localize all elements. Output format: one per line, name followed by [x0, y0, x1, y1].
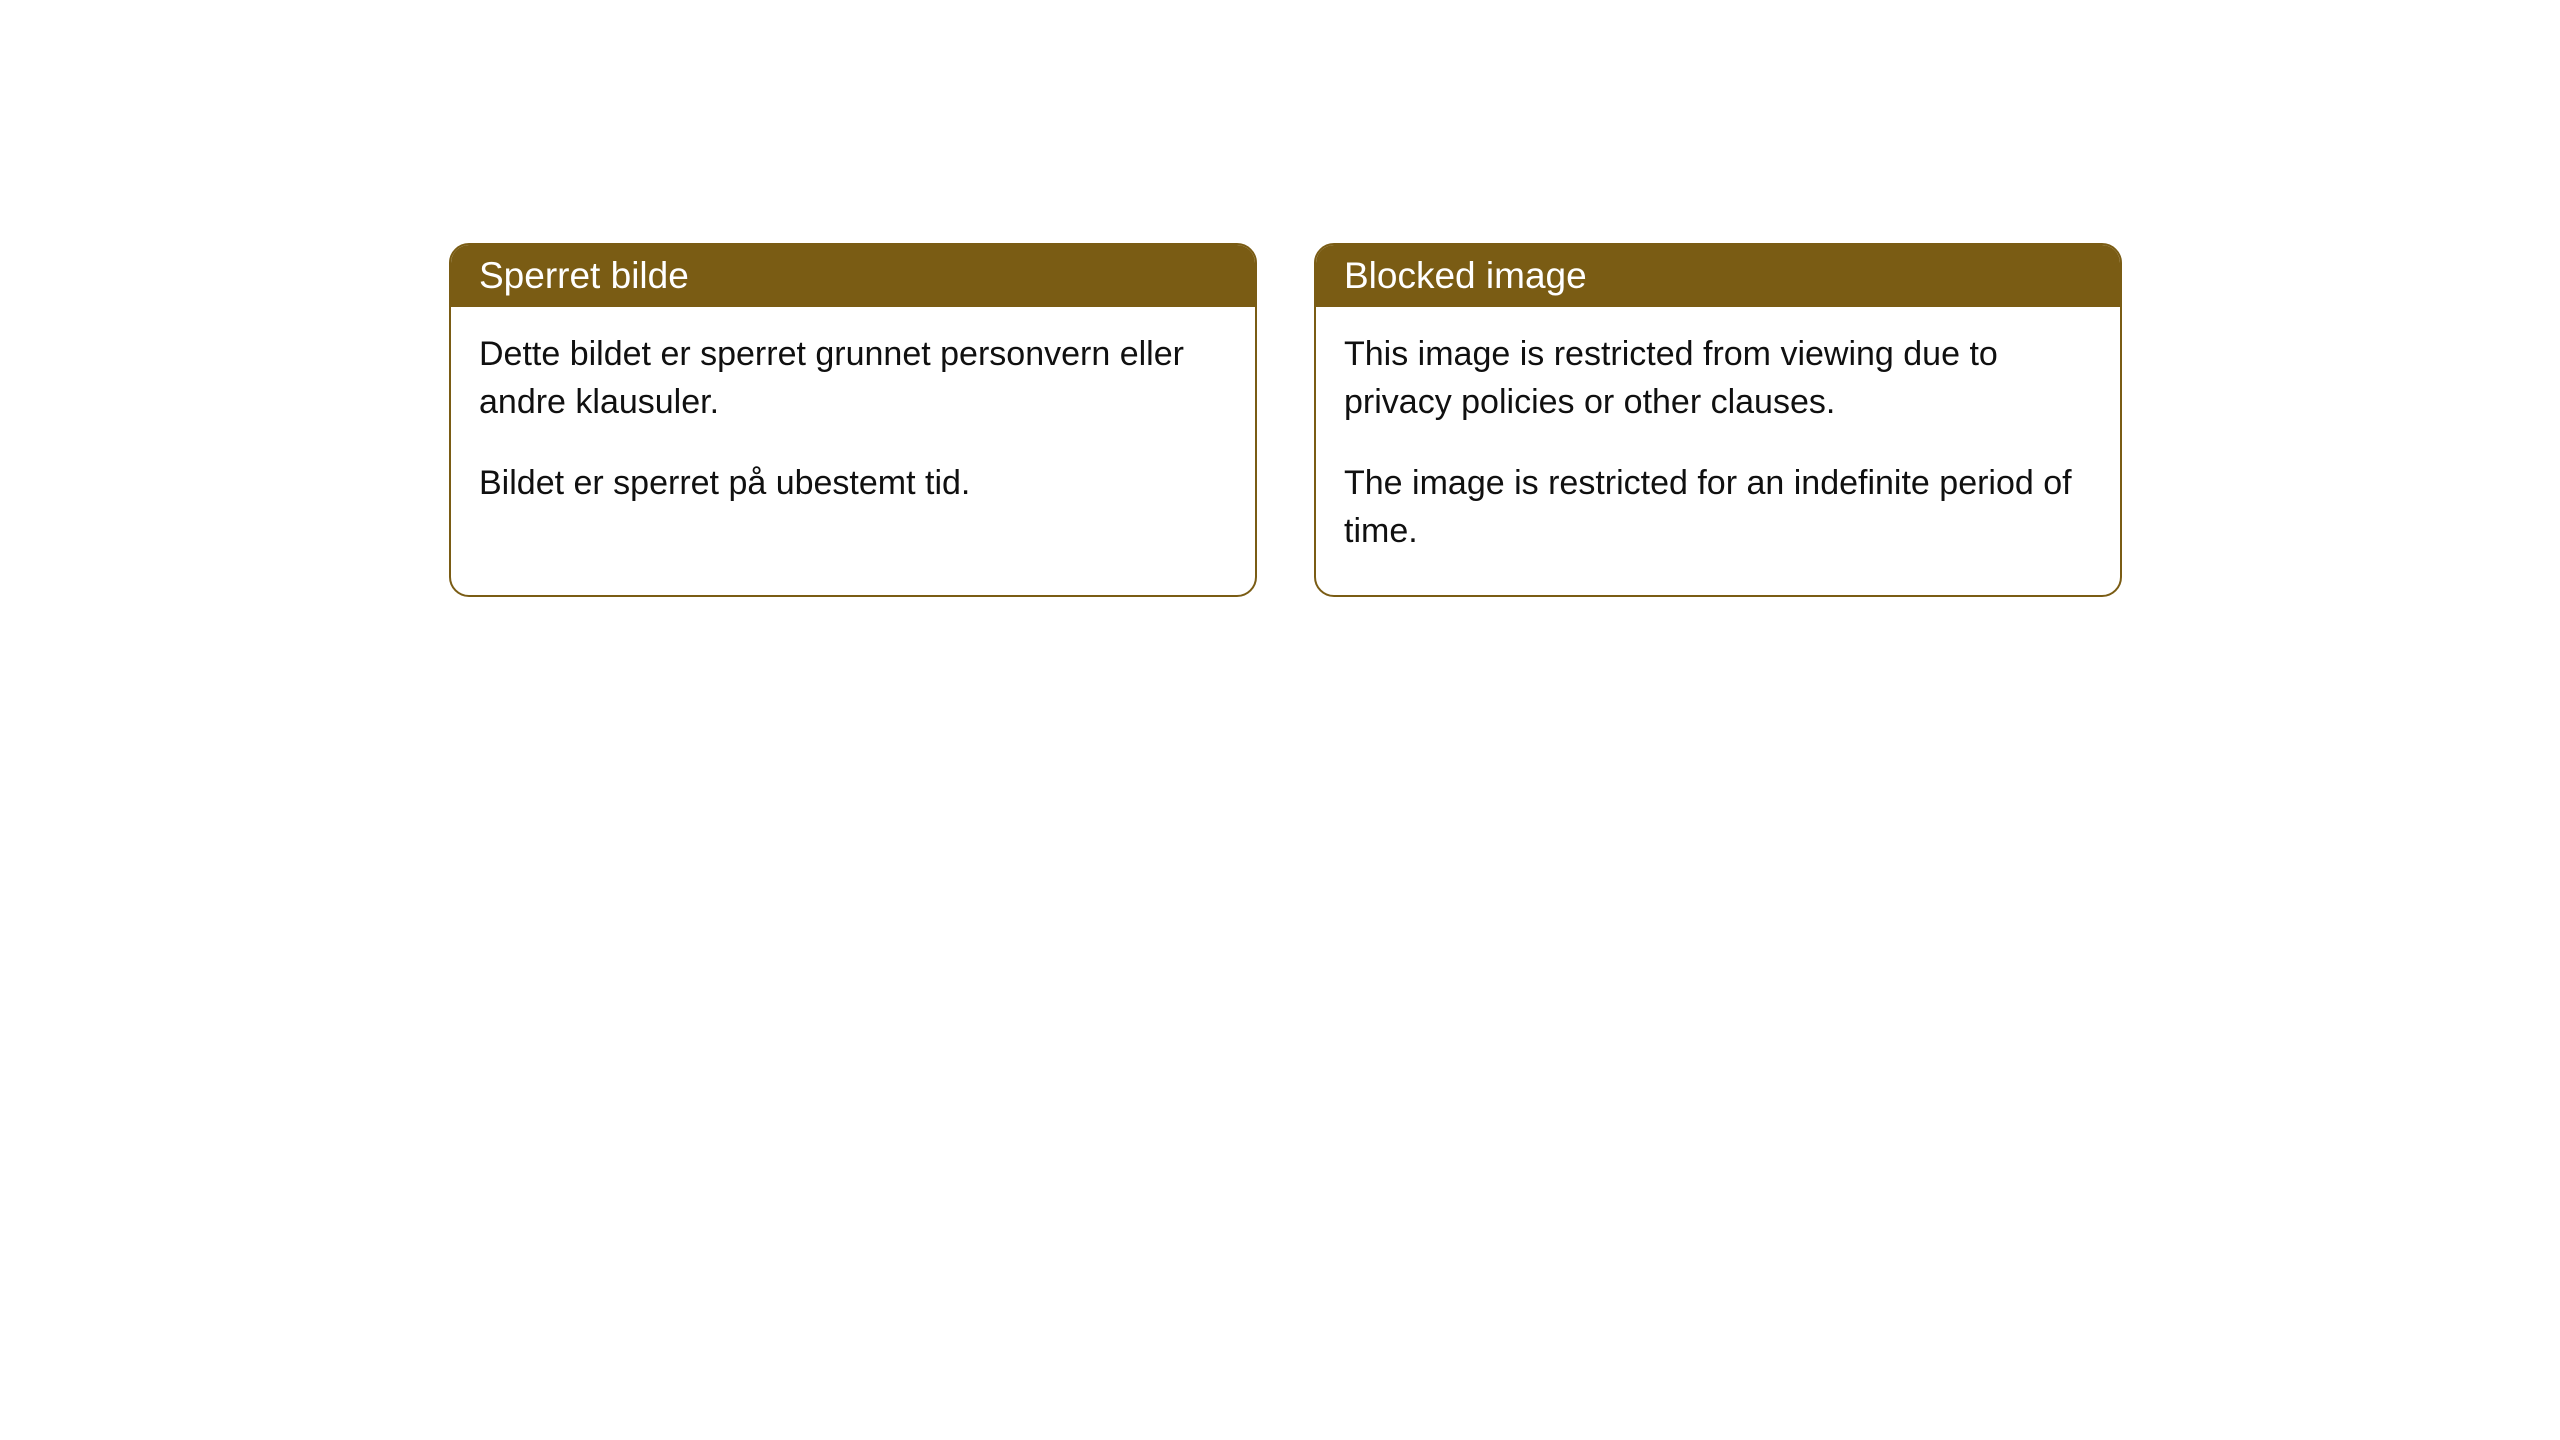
blocked-image-card-norwegian: Sperret bilde Dette bildet er sperret gr…: [449, 243, 1257, 597]
card-header: Sperret bilde: [451, 245, 1255, 307]
card-body: This image is restricted from viewing du…: [1316, 307, 2120, 595]
card-body: Dette bildet er sperret grunnet personve…: [451, 307, 1255, 548]
blocked-image-card-english: Blocked image This image is restricted f…: [1314, 243, 2122, 597]
card-paragraph: Bildet er sperret på ubestemt tid.: [479, 460, 1227, 508]
notice-container: Sperret bilde Dette bildet er sperret gr…: [0, 0, 2560, 597]
card-paragraph: Dette bildet er sperret grunnet personve…: [479, 331, 1227, 426]
card-paragraph: This image is restricted from viewing du…: [1344, 331, 2092, 426]
card-title: Sperret bilde: [479, 255, 689, 296]
card-paragraph: The image is restricted for an indefinit…: [1344, 460, 2092, 555]
card-title: Blocked image: [1344, 255, 1587, 296]
card-header: Blocked image: [1316, 245, 2120, 307]
